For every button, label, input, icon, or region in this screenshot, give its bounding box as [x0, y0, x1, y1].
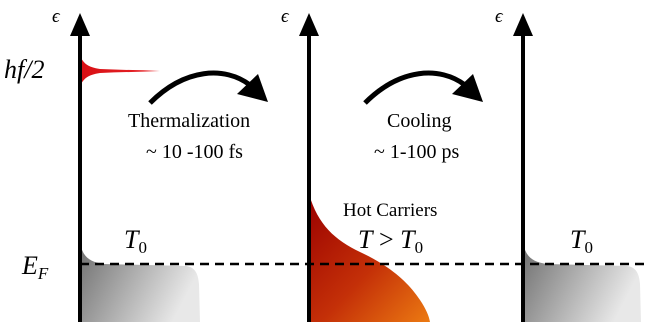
temperature-label-hot: T > T0 [358, 225, 423, 257]
hot-carrier-distribution [309, 194, 430, 322]
temperature-label-final: T0 [570, 225, 593, 257]
panel-initial [70, 13, 200, 322]
energy-symbol-1: ϵ [52, 6, 61, 27]
fermi-distribution-initial [80, 242, 200, 322]
temperature-label-initial: T0 [124, 225, 147, 257]
fermi-distribution-final [523, 242, 641, 322]
fermi-level-label: EF [21, 251, 49, 283]
cooling-label: Cooling [387, 110, 451, 132]
panel-cooled [513, 13, 641, 322]
hot-carriers-label: Hot Carriers [343, 200, 437, 221]
thermalization-arrow [148, 70, 268, 105]
excitation-energy-label: hf/2 [4, 55, 44, 84]
axis-arrowhead-1 [70, 13, 90, 36]
energy-symbol-2: ϵ [281, 6, 290, 27]
cooling-timescale: ~ 1-100 ps [374, 141, 459, 163]
axis-arrowhead-2 [299, 13, 319, 36]
thermalization-label: Thermalization [128, 110, 250, 132]
cooling-arrow [363, 70, 483, 105]
panel-hot-carriers [299, 13, 430, 322]
thermalization-timescale: ~ 10 -100 fs [146, 141, 243, 163]
axis-arrowhead-3 [513, 13, 533, 36]
excited-electron-peak [80, 56, 160, 86]
energy-symbol-3: ϵ [495, 6, 504, 27]
